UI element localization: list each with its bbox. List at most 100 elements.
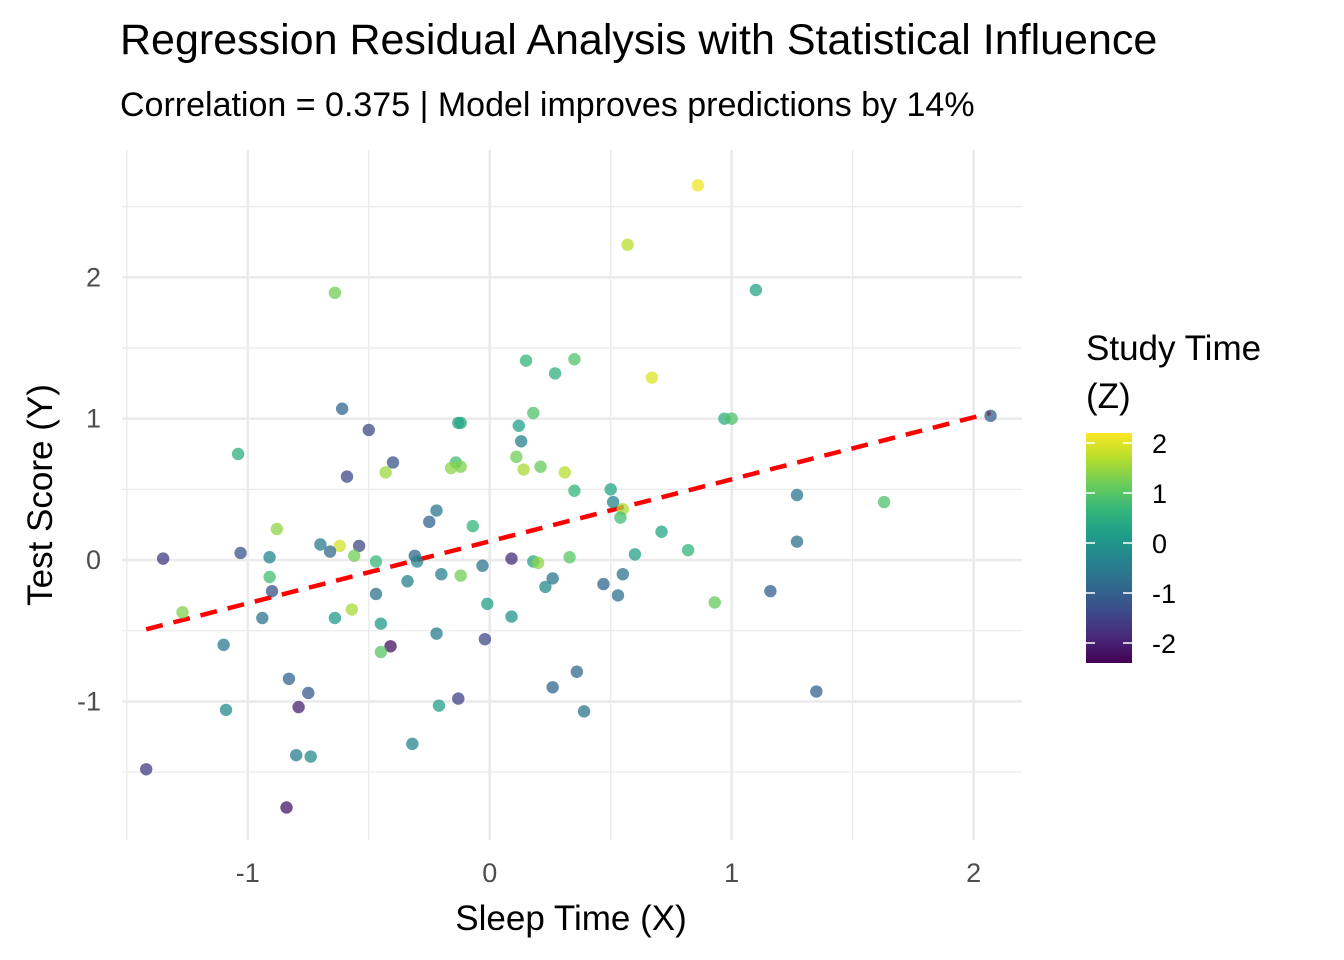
data-point — [810, 685, 823, 698]
x-tick-label: 1 — [724, 858, 739, 888]
x-tick-label: 0 — [482, 858, 497, 888]
data-point — [430, 504, 443, 517]
data-point — [256, 611, 269, 625]
data-point — [597, 577, 610, 591]
data-point — [406, 737, 419, 751]
regression-layer — [145, 410, 992, 632]
data-point — [548, 367, 562, 380]
chart-title: Regression Residual Analysis with Statis… — [120, 16, 1158, 64]
data-point — [568, 484, 581, 497]
data-point — [984, 409, 997, 423]
data-point — [531, 556, 545, 570]
data-point — [558, 466, 571, 479]
data-point — [645, 371, 659, 384]
data-point — [790, 488, 804, 502]
data-point — [265, 584, 279, 598]
legend-tick-label: 2 — [1152, 429, 1167, 459]
y-tick-label: 1 — [86, 404, 101, 434]
data-point — [517, 463, 530, 476]
y-tick-label: 0 — [86, 545, 101, 575]
points-layer — [139, 179, 997, 814]
data-point — [614, 511, 627, 524]
data-point — [527, 406, 540, 420]
data-point — [512, 419, 525, 432]
data-point — [510, 450, 523, 464]
data-point — [374, 617, 388, 630]
legend-tick-label: 1 — [1152, 479, 1167, 509]
data-point — [379, 466, 392, 479]
data-point — [430, 627, 443, 640]
data-point — [444, 461, 458, 475]
data-point — [877, 495, 891, 509]
data-point — [374, 645, 388, 659]
data-point — [546, 681, 559, 694]
data-point — [217, 638, 230, 652]
data-point — [282, 672, 296, 686]
data-point — [534, 460, 547, 473]
data-point — [302, 686, 315, 700]
legend-colorbar — [1086, 433, 1132, 663]
data-point — [328, 286, 342, 300]
data-point — [519, 354, 533, 367]
data-point — [476, 559, 489, 572]
data-point — [156, 552, 170, 565]
data-point — [231, 447, 245, 461]
data-point — [335, 402, 349, 415]
data-point — [323, 545, 337, 558]
legend: Study Time (Z) 2 1 0 -1 -2 — [1086, 329, 1261, 663]
data-point — [176, 606, 189, 619]
y-tick-label: -1 — [77, 686, 101, 716]
data-point — [386, 456, 400, 469]
data-point — [691, 179, 705, 192]
chart-subtitle: Correlation = 0.375 | Model improves pre… — [120, 86, 975, 124]
data-point — [616, 567, 630, 581]
data-point — [452, 692, 465, 705]
data-point — [505, 610, 518, 623]
data-point — [546, 572, 559, 585]
x-tick-label: 2 — [966, 858, 981, 888]
data-point — [435, 567, 448, 581]
data-point — [219, 703, 233, 717]
data-point — [263, 551, 276, 564]
data-point — [333, 539, 346, 553]
data-point — [362, 423, 375, 437]
data-point — [604, 483, 617, 496]
data-point — [345, 603, 359, 616]
data-point — [384, 640, 397, 653]
data-point — [263, 570, 276, 584]
data-point — [790, 535, 804, 548]
data-point — [352, 539, 366, 553]
data-point — [280, 801, 293, 814]
data-point — [401, 575, 414, 588]
x-axis-title: Sleep Time (X) — [455, 899, 686, 938]
data-point — [348, 549, 361, 562]
data-point — [452, 416, 465, 430]
data-point — [314, 538, 327, 551]
data-point — [514, 435, 528, 448]
data-point — [749, 283, 763, 297]
legend-title-line-2: (Z) — [1086, 377, 1131, 416]
data-point — [570, 665, 584, 678]
data-point — [369, 555, 383, 568]
data-point — [481, 597, 494, 611]
data-point — [478, 633, 492, 646]
data-point — [369, 587, 383, 601]
legend-title-line-1: Study Time — [1086, 329, 1261, 368]
data-point — [423, 515, 436, 529]
data-point — [270, 522, 284, 536]
data-point — [466, 519, 480, 533]
data-point — [410, 555, 424, 568]
data-point — [621, 238, 634, 251]
data-point — [505, 552, 518, 565]
x-tick-labels: -1 0 1 2 — [236, 858, 981, 888]
data-point — [577, 705, 591, 718]
legend-tick-label: 0 — [1152, 529, 1167, 559]
data-point — [234, 546, 247, 560]
data-point — [289, 748, 303, 762]
regression-line — [145, 410, 992, 632]
data-point — [328, 611, 342, 625]
data-point — [725, 412, 738, 425]
data-point — [139, 763, 153, 776]
data-point — [454, 460, 467, 473]
